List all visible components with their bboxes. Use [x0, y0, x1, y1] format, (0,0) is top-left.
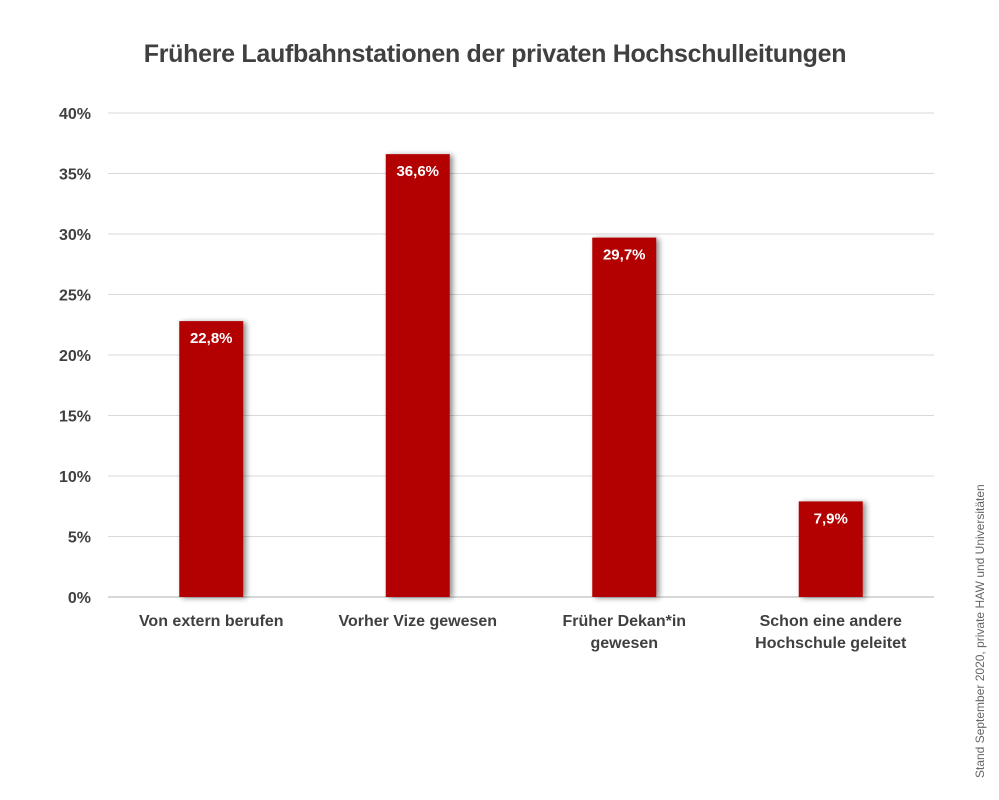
x-axis: Von extern berufen Vorher Vize gewesen Frü…: [139, 613, 907, 652]
y-tick-label: 15%: [59, 409, 91, 426]
x-tick-label: gewesen: [590, 635, 658, 652]
bar: [179, 321, 244, 597]
y-tick-label: 35%: [59, 167, 91, 184]
data-label: 22,8%: [190, 330, 233, 347]
x-tick-label: Von extern berufen: [139, 613, 284, 630]
bar: [385, 154, 450, 597]
data-labels: 22,8% 36,6% 29,7% 7,9%: [190, 163, 848, 527]
bars: [179, 154, 863, 597]
data-label: 7,9%: [814, 510, 848, 527]
y-tick-label: 10%: [59, 469, 91, 486]
y-tick-label: 25%: [59, 288, 91, 305]
gridlines: [108, 112, 934, 598]
x-tick-label: Vorher Vize gewesen: [338, 613, 497, 630]
x-tick-label: Hochschule geleitet: [755, 635, 907, 652]
bar: [592, 237, 657, 597]
y-tick-label: 20%: [59, 348, 91, 365]
bar: [798, 501, 863, 597]
source-note: Stand September 2020, private HAW und Un…: [973, 484, 987, 778]
data-label: 29,7%: [603, 247, 646, 264]
y-tick-label: 40%: [59, 106, 91, 123]
y-tick-label: 0%: [68, 590, 91, 607]
x-tick-label: Früher Dekan*in: [562, 613, 686, 630]
y-axis: 0% 5% 10% 15% 20% 25% 30% 35% 40%: [59, 106, 91, 607]
y-tick-label: 5%: [68, 530, 91, 547]
y-tick-label: 30%: [59, 227, 91, 244]
chart-title: Frühere Laufbahnstationen der privaten H…: [143, 40, 847, 68]
x-tick-label: Schon eine andere: [760, 613, 902, 630]
data-label: 36,6%: [396, 163, 439, 180]
